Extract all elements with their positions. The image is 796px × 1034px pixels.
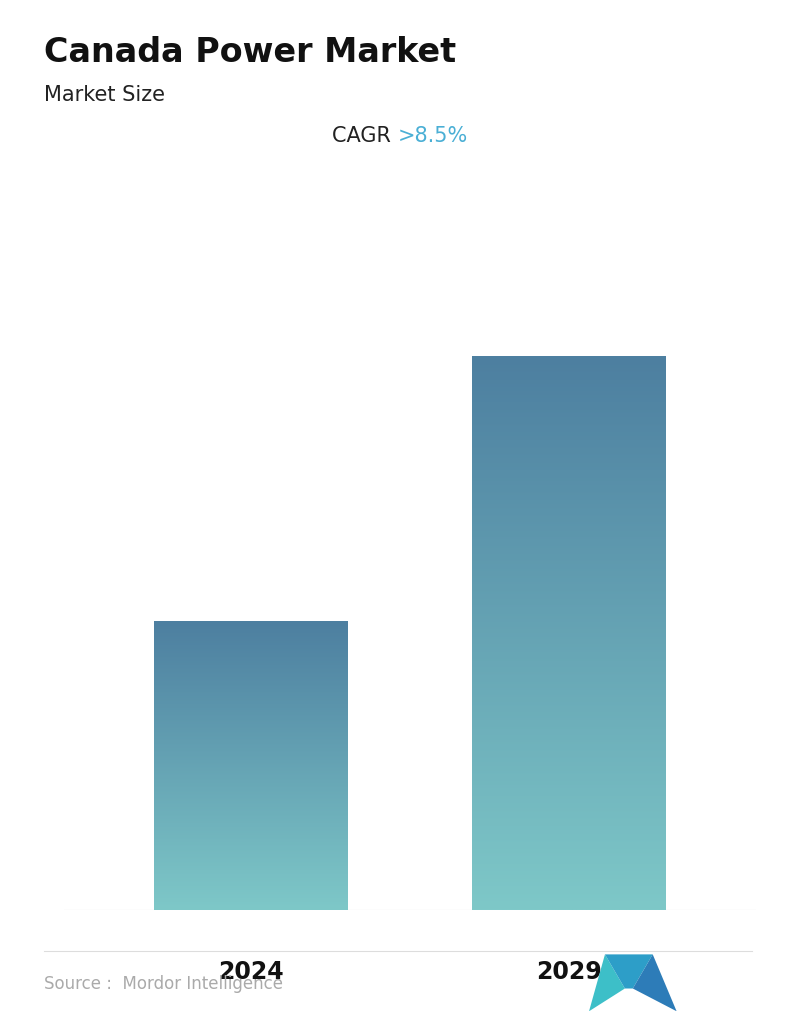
Polygon shape	[605, 954, 653, 989]
Polygon shape	[589, 954, 625, 1011]
Text: Source :  Mordor Intelligence: Source : Mordor Intelligence	[44, 975, 283, 994]
Text: Market Size: Market Size	[44, 85, 165, 104]
Text: 2029: 2029	[537, 960, 602, 983]
Text: >8.5%: >8.5%	[398, 126, 468, 146]
Text: 2024: 2024	[218, 960, 283, 983]
Polygon shape	[633, 954, 677, 1011]
Text: CAGR: CAGR	[333, 126, 398, 146]
Text: Canada Power Market: Canada Power Market	[44, 36, 456, 69]
